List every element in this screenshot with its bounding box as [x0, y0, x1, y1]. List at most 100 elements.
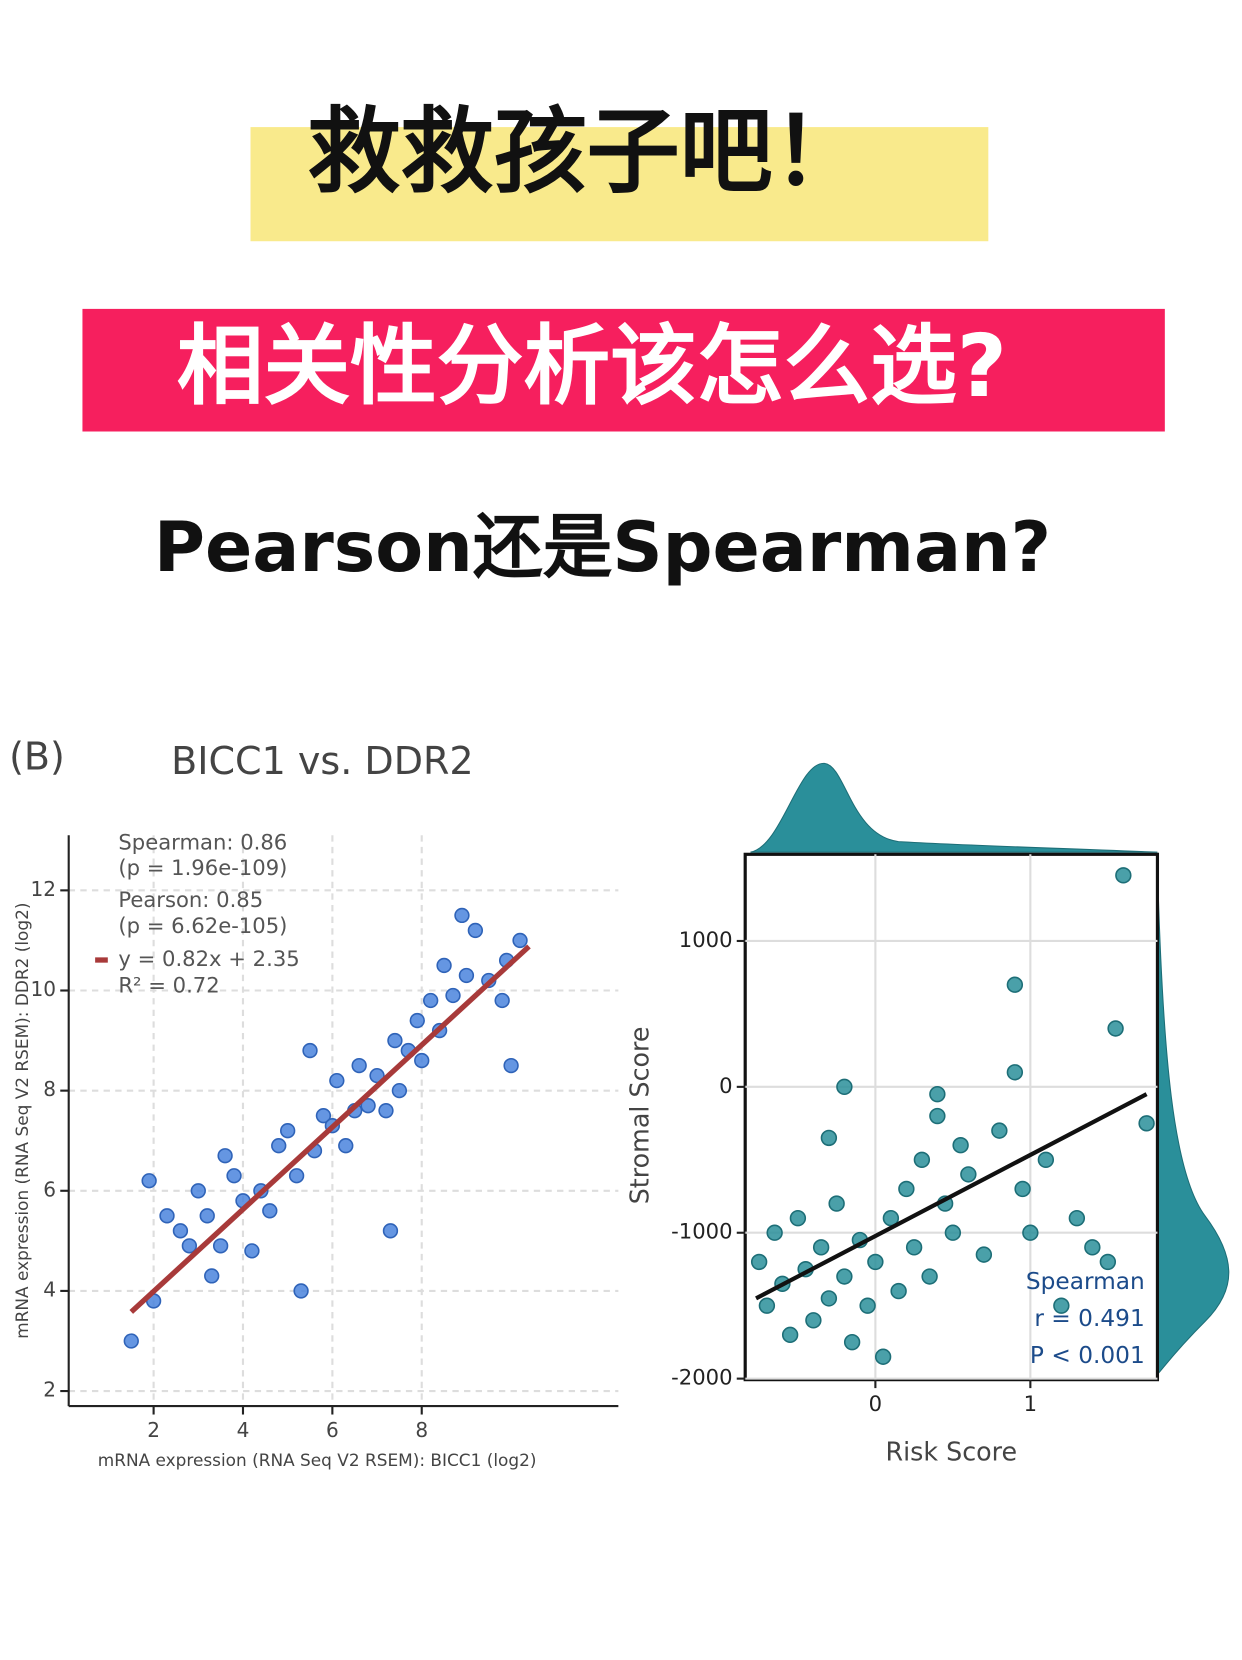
point [781, 1326, 799, 1344]
point [758, 1297, 776, 1314]
question: Pearson还是Spearman? [154, 507, 1051, 588]
point [952, 1137, 969, 1154]
point [820, 1129, 838, 1147]
point [244, 1243, 260, 1259]
plot-area [68, 835, 619, 1407]
annotation: Spearman [1026, 1268, 1145, 1295]
point [454, 907, 470, 924]
point [929, 1085, 946, 1103]
point [315, 1108, 332, 1124]
point [1107, 1020, 1124, 1037]
point [436, 957, 452, 974]
point [414, 1052, 430, 1069]
point [805, 1312, 822, 1329]
point [1138, 1115, 1155, 1132]
point [1068, 1209, 1086, 1227]
point [859, 1297, 876, 1314]
point [190, 1183, 206, 1199]
point [338, 1138, 354, 1154]
point [1022, 1224, 1039, 1241]
point [159, 1208, 175, 1224]
point [262, 1203, 278, 1219]
y-tick-label: 1000 [679, 927, 733, 952]
point [1014, 1180, 1031, 1198]
annotation: r = 0.491 [1034, 1305, 1144, 1332]
point [750, 1253, 768, 1271]
x-axis-label: mRNA expression (RNA Seq V2 RSEM): BICC1… [98, 1450, 537, 1470]
subtitle: 相关性分析该怎么选? [177, 317, 1007, 417]
point [288, 1168, 305, 1184]
point [867, 1253, 884, 1271]
annotation: Spearman: 0.86 [118, 830, 287, 855]
point [1006, 1064, 1024, 1081]
y-tick-label: -1000 [671, 1219, 732, 1244]
y-tick-label: 2 [43, 1378, 56, 1402]
point [409, 1012, 425, 1029]
y-axis-label: mRNA expression (RNA Seq V2 RSEM): DDR2 … [12, 903, 32, 1339]
point [141, 1173, 157, 1189]
annotation: (p = 1.96e-109) [118, 855, 287, 880]
annotation: R² = 0.72 [118, 972, 219, 997]
point [226, 1168, 242, 1184]
point [204, 1268, 220, 1284]
point [929, 1107, 946, 1125]
point [921, 1268, 938, 1285]
point [378, 1103, 394, 1119]
point [944, 1224, 962, 1241]
annotation: y = 0.82x + 2.35 [118, 946, 299, 971]
point [302, 1042, 318, 1059]
point [991, 1122, 1008, 1139]
y-tick-label: 6 [43, 1177, 56, 1201]
annotation: Pearson: 0.85 [118, 887, 263, 912]
y-tick-label: 0 [719, 1073, 732, 1098]
point [445, 987, 461, 1004]
point [1053, 1297, 1070, 1314]
top-density [750, 762, 1158, 853]
point [836, 1078, 853, 1096]
point [960, 1166, 977, 1183]
point [494, 992, 510, 1009]
subtitle-banner [82, 308, 1165, 432]
fit-line [129, 944, 531, 1314]
x-tick-label: 4 [237, 1418, 250, 1442]
point [1006, 976, 1024, 993]
point [212, 1238, 229, 1254]
plot-area [743, 852, 1160, 1382]
point [280, 1123, 296, 1139]
point [458, 967, 475, 984]
chart-title: BICC1 vs. DDR2 [171, 739, 474, 783]
y-tick-label: -2000 [671, 1365, 732, 1390]
point [890, 1282, 907, 1300]
point [382, 1223, 399, 1239]
point [217, 1148, 233, 1164]
point [1037, 1151, 1055, 1168]
y-tick-label: 12 [30, 877, 56, 901]
fit-line [755, 1092, 1148, 1301]
point [351, 1057, 367, 1074]
point [1115, 867, 1132, 884]
point [1099, 1253, 1117, 1271]
point [898, 1180, 915, 1198]
point [199, 1208, 215, 1224]
point [423, 992, 439, 1009]
point [913, 1151, 931, 1168]
point [172, 1223, 189, 1239]
point [789, 1209, 807, 1227]
point [828, 1195, 845, 1212]
point [391, 1082, 408, 1099]
title: 救救孩子吧！ [308, 98, 866, 206]
point [503, 1057, 519, 1074]
point [512, 932, 528, 949]
point [874, 1348, 892, 1365]
point [123, 1333, 139, 1349]
x-tick-label: 0 [869, 1391, 882, 1416]
x-tick-label: 8 [415, 1418, 428, 1442]
point [271, 1138, 287, 1154]
point [975, 1246, 993, 1263]
point [820, 1290, 838, 1307]
point [1084, 1239, 1101, 1256]
y-tick-label: 10 [30, 977, 56, 1001]
y-axis-label: Stromal Score [625, 1026, 655, 1204]
